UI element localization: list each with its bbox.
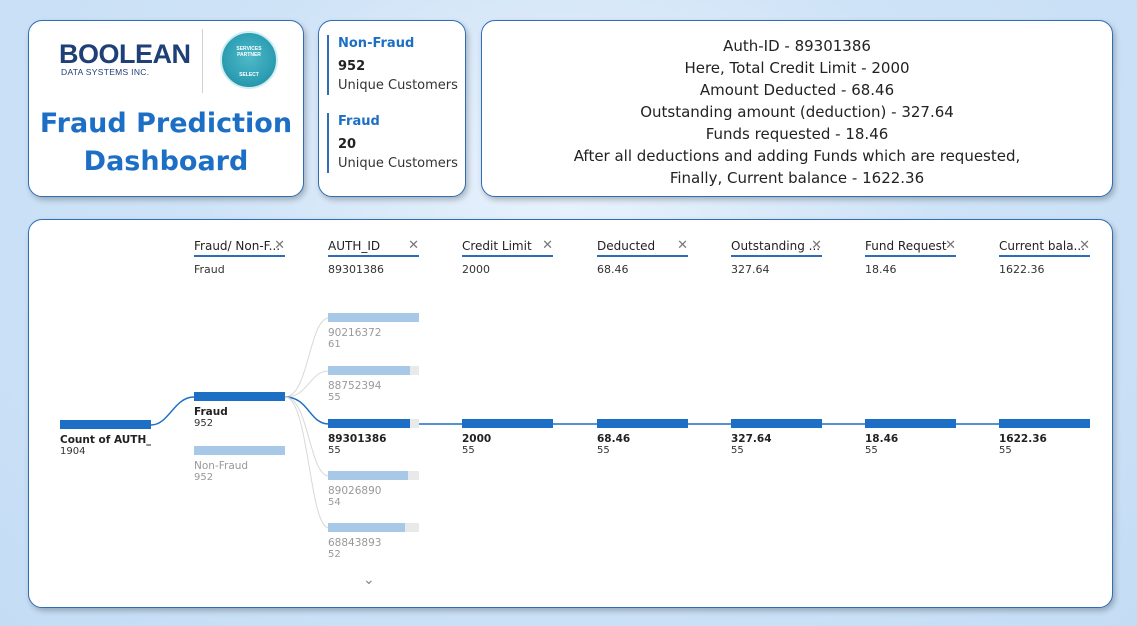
close-icon[interactable]: ✕	[811, 238, 822, 253]
level-header-deducted[interactable]: Deducted ✕ 68.46	[597, 238, 688, 276]
level-header-auth-id[interactable]: AUTH_ID ✕ 89301386	[328, 238, 419, 276]
logo-divider	[202, 29, 203, 93]
level-header-credit-limit[interactable]: Credit Limit ✕ 2000	[462, 238, 553, 276]
node-bar	[194, 392, 285, 401]
decomposition-tree: Fraud/ Non-F... ✕ Fraud AUTH_ID ✕ 893013…	[28, 219, 1113, 608]
tree-node-non-fraud[interactable]: Non-Fraud 952	[194, 446, 285, 484]
tree-node-credit-limit[interactable]: 2000 55	[462, 419, 553, 457]
node-bar	[731, 419, 822, 428]
tree-node-auth-id[interactable]: 68843893 52	[328, 523, 419, 561]
close-icon[interactable]: ✕	[408, 238, 419, 253]
tree-node-outstanding[interactable]: 327.64 55	[731, 419, 822, 457]
node-bar	[328, 419, 410, 428]
node-bar	[865, 419, 956, 428]
node-bar	[194, 446, 285, 455]
non-fraud-count: Non-Fraud 952 Unique Customers	[327, 35, 458, 95]
title-card: BOOLEAN DATA SYSTEMS INC. SERVICES PARTN…	[28, 20, 304, 197]
summary-line: After all deductions and adding Funds wh…	[573, 147, 1021, 165]
tree-node-fund-request[interactable]: 18.46 55	[865, 419, 956, 457]
dashboard-title: Fraud Prediction Dashboard	[39, 108, 293, 177]
close-icon[interactable]: ✕	[945, 238, 956, 253]
node-bar	[328, 366, 410, 375]
fraud-count: Fraud 20 Unique Customers	[327, 113, 458, 173]
tree-connectors	[150, 317, 1089, 529]
level-header-fund-request[interactable]: Fund Request ✕ 18.46	[865, 238, 956, 276]
tree-node-auth-id-selected[interactable]: 89301386 55	[328, 419, 419, 457]
node-bar	[328, 471, 409, 480]
node-bar	[462, 419, 553, 428]
close-icon[interactable]: ✕	[274, 238, 285, 253]
close-icon[interactable]: ✕	[542, 238, 553, 253]
summary-line: Outstanding amount (deduction) - 327.64	[640, 103, 954, 121]
tree-node-auth-id[interactable]: 88752394 55	[328, 366, 419, 404]
tree-root-node[interactable]: Count of AUTH_... 1904	[60, 420, 151, 458]
summary-line: Funds requested - 18.46	[705, 125, 889, 143]
tree-node-auth-id[interactable]: 89026890 54	[328, 471, 419, 509]
summary-card: Auth-ID - 89301386 Here, Total Credit Li…	[481, 20, 1113, 197]
summary-line: Finally, Current balance - 1622.36	[669, 169, 925, 187]
customer-counts-card: Non-Fraud 952 Unique Customers Fraud 20 …	[318, 20, 466, 197]
level-header-outstanding[interactable]: Outstanding ... ✕ 327.64	[731, 238, 822, 276]
partner-badge-icon: SERVICES PARTNER SELECT	[220, 31, 278, 89]
company-logo: BOOLEAN DATA SYSTEMS INC.	[59, 39, 191, 78]
node-bar	[60, 420, 151, 429]
summary-line: Here, Total Credit Limit - 2000	[684, 59, 910, 77]
summary-line: Amount Deducted - 68.46	[699, 81, 895, 99]
logo-wordmark: BOOLEAN	[59, 39, 191, 69]
summary-text: Auth-ID - 89301386 Here, Total Credit Li…	[482, 35, 1112, 189]
logo-subtitle: DATA SYSTEMS INC.	[61, 67, 150, 77]
tree-node-auth-id[interactable]: 90216372 61	[328, 313, 419, 351]
tree-node-fraud[interactable]: Fraud 952	[194, 392, 285, 430]
tree-node-current-balance[interactable]: 1622.36 55	[999, 419, 1090, 457]
summary-line: Auth-ID - 89301386	[723, 37, 871, 55]
level-header-current-balance[interactable]: Current bala... ✕ 1622.36	[999, 238, 1090, 276]
node-bar	[999, 419, 1090, 428]
node-bar	[597, 419, 688, 428]
close-icon[interactable]: ✕	[677, 238, 688, 253]
chevron-down-icon[interactable]: ⌄	[363, 572, 375, 588]
tree-node-deducted[interactable]: 68.46 55	[597, 419, 688, 457]
level-header-fraud[interactable]: Fraud/ Non-F... ✕ Fraud	[194, 238, 285, 276]
close-icon[interactable]: ✕	[1079, 238, 1090, 253]
node-bar	[328, 523, 406, 532]
node-bar	[328, 313, 419, 322]
